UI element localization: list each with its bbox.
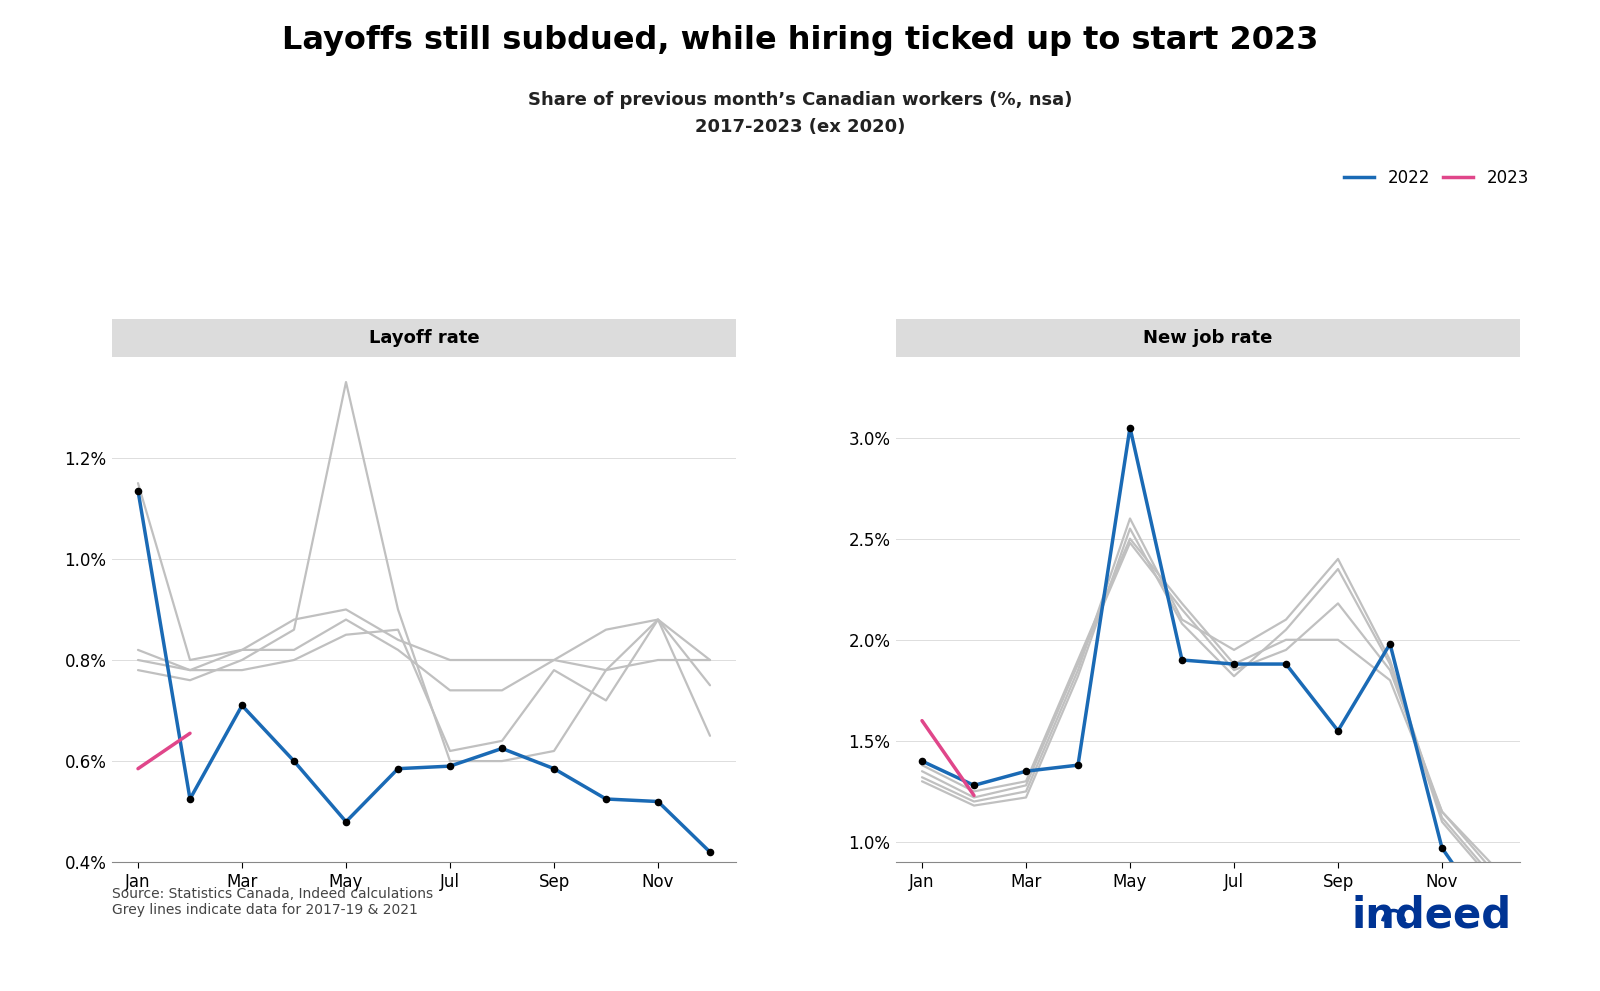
Point <box>1013 763 1038 779</box>
Point <box>333 814 358 829</box>
Point <box>962 777 987 793</box>
Text: New job rate: New job rate <box>1144 329 1272 347</box>
Point <box>1221 656 1246 672</box>
Point <box>645 794 670 810</box>
Text: Layoffs still subdued, while hiring ticked up to start 2023: Layoffs still subdued, while hiring tick… <box>282 25 1318 55</box>
Point <box>594 791 619 807</box>
Point <box>229 698 254 714</box>
Point <box>1066 757 1091 773</box>
Text: Source: Statistics Canada, Indeed calculations
Grey lines indicate data for 2017: Source: Statistics Canada, Indeed calcul… <box>112 887 434 917</box>
Point <box>909 753 934 769</box>
Point <box>125 483 150 498</box>
Text: Share of previous month’s Canadian workers (%, nsa)
2017-2023 (ex 2020): Share of previous month’s Canadian worke… <box>528 91 1072 136</box>
Legend: 2022, 2023: 2022, 2023 <box>1338 162 1536 193</box>
Point <box>1274 656 1299 672</box>
Point <box>541 761 566 777</box>
Point <box>490 740 515 756</box>
Point <box>178 791 203 807</box>
Point <box>1378 636 1403 652</box>
Point <box>386 761 411 777</box>
Text: indeed: indeed <box>1352 895 1512 936</box>
Point <box>1429 840 1454 856</box>
Point <box>1325 722 1350 738</box>
Point <box>1170 652 1195 668</box>
Text: Layoff rate: Layoff rate <box>368 329 480 347</box>
Point <box>282 753 307 769</box>
Point <box>1117 419 1142 435</box>
Point <box>437 758 462 774</box>
Point <box>698 844 723 860</box>
Point <box>1482 915 1507 931</box>
